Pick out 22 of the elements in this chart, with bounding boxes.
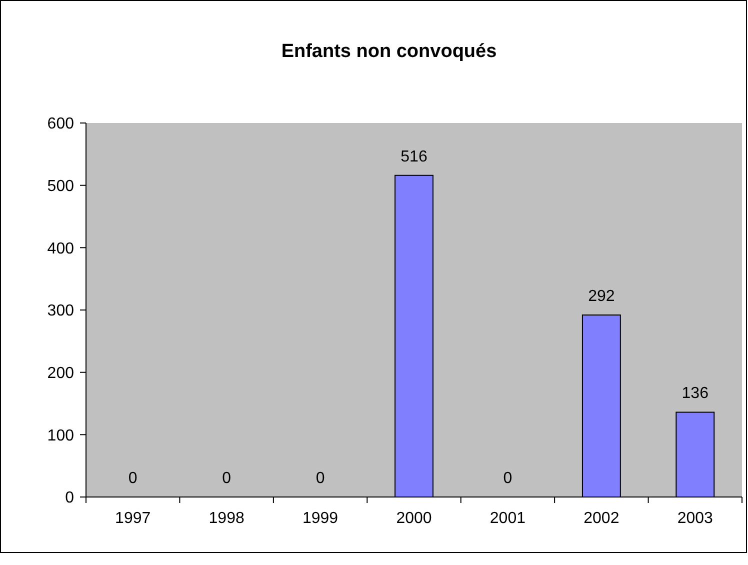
data-label: 0 [222, 470, 232, 487]
data-label: 516 [400, 148, 428, 166]
y-tick-label: 0 [65, 490, 74, 507]
x-tick-label: 2003 [677, 510, 714, 527]
x-tick-label: 2002 [584, 510, 620, 527]
y-tick-label: 100 [47, 427, 74, 444]
data-label: 0 [316, 470, 325, 487]
data-label: 0 [503, 470, 512, 487]
y-tick-label: 600 [47, 116, 74, 133]
x-tick-label: 1997 [115, 510, 151, 527]
data-label: 0 [128, 470, 138, 487]
y-tick-label: 400 [47, 240, 74, 258]
y-tick-label: 500 [47, 178, 74, 195]
x-tick-label: 1998 [208, 510, 244, 527]
x-tick-label: 1999 [302, 510, 338, 527]
data-label: 136 [682, 385, 709, 402]
chart-title: Enfants non convoqués [281, 41, 497, 62]
y-tick-label: 200 [47, 364, 74, 382]
data-label: 292 [588, 288, 615, 305]
x-tick-label: 2000 [396, 510, 432, 527]
x-tick-label: 2001 [490, 510, 526, 527]
y-tick-label: 300 [47, 302, 74, 320]
